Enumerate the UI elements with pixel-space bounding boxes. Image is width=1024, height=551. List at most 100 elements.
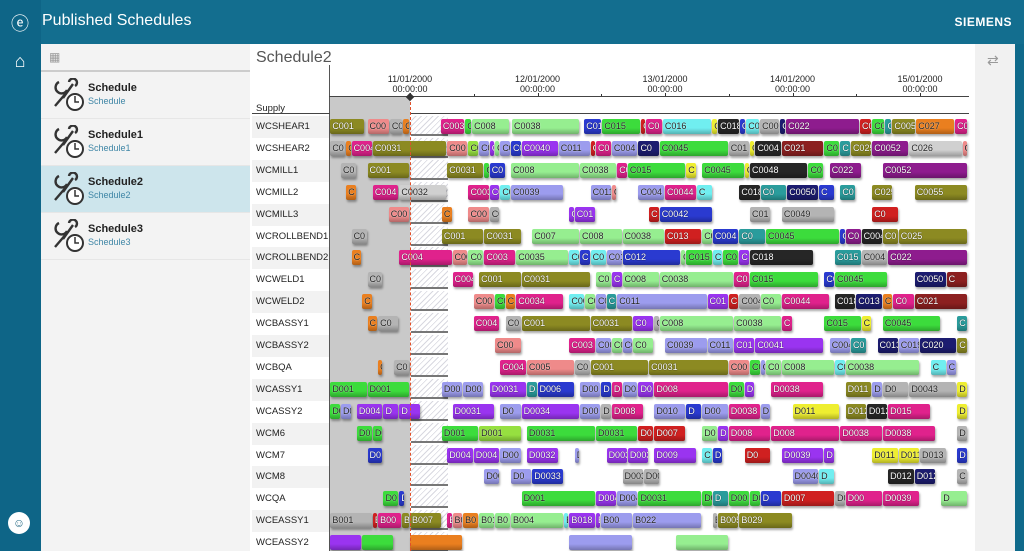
task-bar[interactable]: C0 [596, 272, 611, 288]
task-bar[interactable]: D008 [729, 425, 771, 441]
task-bar[interactable]: D00 [729, 491, 749, 507]
task-bar[interactable]: D0031 [490, 381, 526, 397]
task-bar[interactable]: C0045 [660, 140, 728, 156]
task-bar[interactable]: C0 [893, 294, 914, 310]
task-bar[interactable]: C0 [955, 119, 967, 134]
task-bar[interactable]: C00 [569, 294, 585, 310]
task-bar[interactable]: D0031 [596, 425, 638, 441]
task-bar[interactable]: C013 [665, 228, 702, 244]
task-bar[interactable]: C0 [390, 119, 403, 134]
task-bar[interactable]: C013 [856, 294, 882, 310]
task-bar[interactable]: D0040 [793, 469, 819, 485]
task-bar[interactable]: D00 [463, 381, 484, 397]
task-bar[interactable]: C [947, 359, 957, 375]
task-bar[interactable]: C0 [341, 162, 356, 178]
task-bar[interactable]: B01 [479, 513, 494, 529]
task-bar[interactable]: C005 [892, 119, 916, 134]
task-bar[interactable]: C0 [835, 359, 845, 375]
task-bar[interactable]: D008 [771, 425, 840, 441]
task-bar[interactable]: D0 [638, 425, 654, 441]
task-bar[interactable]: C0 [633, 316, 654, 332]
task-bar[interactable]: D004 [596, 491, 617, 507]
task-bar[interactable]: C0039 [665, 338, 707, 353]
task-bar[interactable]: C004 [862, 250, 888, 266]
task-bar[interactable]: E [596, 513, 601, 529]
task-bar[interactable]: D011 [793, 403, 840, 419]
task-bar[interactable]: C022 [786, 119, 859, 134]
task-bar[interactable]: C0 [872, 206, 898, 222]
task-bar[interactable]: C01 [575, 206, 595, 222]
task-bar[interactable]: D0 [341, 403, 351, 419]
task-bar[interactable]: D0 [702, 425, 718, 441]
task-bar[interactable]: C011 [617, 294, 707, 310]
task-bar[interactable]: D [399, 491, 404, 507]
task-bar[interactable]: C [368, 316, 378, 332]
task-bar[interactable]: C0 [617, 162, 627, 178]
task-bar[interactable]: C [686, 162, 696, 178]
task-bar[interactable]: D [957, 425, 967, 441]
task-bar[interactable]: C0 [723, 250, 739, 266]
task-bar[interactable]: C0041 [755, 338, 824, 353]
task-bar[interactable]: C001 [330, 119, 364, 134]
task-bar[interactable]: D00 [580, 403, 601, 419]
task-bar[interactable]: C0 [591, 250, 606, 266]
task-bar[interactable]: C001 [522, 316, 590, 332]
task-bar[interactable]: C0 [623, 338, 633, 353]
task-bar[interactable]: C [591, 140, 595, 156]
task-bar[interactable]: C [649, 206, 659, 222]
task-bar[interactable]: C0 [490, 162, 505, 178]
task-bar[interactable]: C001 [591, 359, 649, 375]
task-bar[interactable]: C004 [612, 140, 638, 156]
task-bar[interactable]: C00 [729, 359, 749, 375]
task-bar[interactable]: D0 [357, 425, 372, 441]
task-bar[interactable]: D00 [500, 447, 521, 463]
task-bar[interactable]: C003 [484, 250, 516, 266]
task-bar[interactable]: C [883, 294, 893, 310]
task-bar[interactable]: C [782, 316, 792, 332]
task-bar[interactable]: C0 [739, 228, 765, 244]
task-bar[interactable]: C0 [612, 338, 622, 353]
task-bar[interactable]: D [383, 403, 399, 419]
task-bar[interactable]: C025 [851, 140, 872, 156]
task-bar[interactable]: C021 [915, 294, 967, 310]
task-bar[interactable]: C [681, 250, 686, 266]
task-bar[interactable]: C0052 [872, 140, 909, 156]
task-bar[interactable]: C0 [378, 316, 399, 332]
task-bar[interactable]: C0 [766, 359, 781, 375]
task-bar[interactable]: C004 [830, 338, 850, 353]
task-bar[interactable]: C [750, 140, 755, 156]
task-bar[interactable]: C [713, 250, 723, 266]
task-bar[interactable]: D0 [883, 381, 909, 397]
task-bar[interactable]: C0045 [702, 162, 744, 178]
task-bar[interactable]: C0 [352, 228, 367, 244]
task-bar[interactable]: C [840, 140, 850, 156]
task-bar[interactable]: C019 [899, 338, 919, 353]
task-bar[interactable]: C004 [373, 184, 399, 200]
task-bar[interactable]: D009 [654, 447, 696, 463]
task-bar[interactable]: C0038 [734, 316, 781, 332]
task-bar[interactable]: C0038 [660, 272, 734, 288]
task-bar[interactable]: D [819, 469, 834, 485]
task-bar[interactable]: C00 [468, 206, 489, 222]
task-bar[interactable]: D010 [654, 403, 686, 419]
task-bar[interactable]: C018 [718, 119, 739, 134]
task-bar[interactable]: C [378, 359, 383, 375]
task-bar[interactable]: D0031 [453, 403, 494, 419]
task-bar[interactable]: C004 [352, 140, 372, 156]
task-bar[interactable]: D [761, 491, 781, 507]
task-bar[interactable]: C0 [468, 250, 484, 266]
task-bar[interactable]: D012 [915, 469, 935, 485]
task-bar[interactable]: D006 [538, 381, 574, 397]
task-bar[interactable]: C [729, 294, 739, 310]
task-bar[interactable]: C [607, 294, 617, 310]
task-bar[interactable]: D012 [846, 403, 866, 419]
task-bar[interactable]: C [484, 162, 489, 178]
task-bar[interactable]: D [601, 403, 611, 419]
task-bar[interactable]: C00 [389, 206, 409, 222]
task-bar[interactable]: D [575, 447, 579, 463]
task-bar[interactable]: C0038 [846, 359, 919, 375]
task-bar[interactable]: C [506, 294, 516, 310]
task-bar[interactable]: C0 [646, 119, 662, 134]
task-bar[interactable]: C0 [824, 140, 840, 156]
task-bar[interactable]: C0055 [915, 184, 967, 200]
